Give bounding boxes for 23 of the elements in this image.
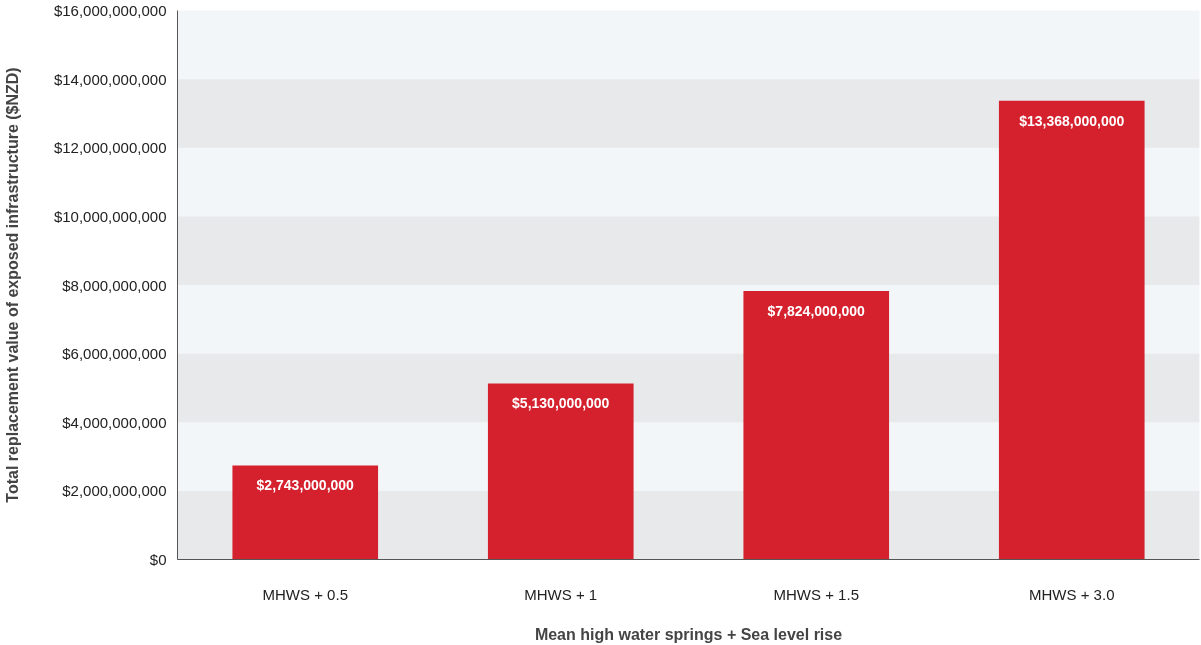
- data-label: $2,743,000,000: [256, 477, 355, 494]
- bar: [232, 465, 379, 560]
- data-label: $7,824,000,000: [767, 303, 866, 320]
- bar: [998, 100, 1145, 560]
- x-axis-title: Mean high water springs + Sea level rise: [534, 625, 843, 643]
- x-tick-label: MHWS + 1.5: [773, 585, 859, 603]
- y-tick-label: $6,000,000,000: [62, 345, 167, 363]
- y-tick-label: $12,000,000,000: [53, 139, 167, 157]
- y-tick-label: $4,000,000,000: [62, 413, 167, 431]
- y-tick-label: $8,000,000,000: [62, 276, 167, 294]
- data-label: $5,130,000,000: [512, 395, 610, 412]
- x-tick-label: MHWS + 1: [524, 585, 598, 603]
- y-tick-label: $16,000,000,000: [53, 2, 167, 19]
- y-tick-label: $14,000,000,000: [53, 70, 167, 88]
- bar: [743, 291, 890, 560]
- y-tick-label: $2,000,000,000: [62, 482, 167, 500]
- x-tick-label: MHWS + 0.5: [262, 585, 348, 603]
- y-tick-label: $0: [149, 551, 167, 568]
- data-label: $13,368,000,000: [1019, 112, 1125, 129]
- bar: [487, 383, 634, 560]
- y-axis-title: Total replacement value of exposed infrastructure ($NZD): [3, 67, 21, 503]
- y-tick-label: $10,000,000,000: [53, 207, 167, 225]
- x-tick-label: MHWS + 3.0: [1029, 585, 1115, 603]
